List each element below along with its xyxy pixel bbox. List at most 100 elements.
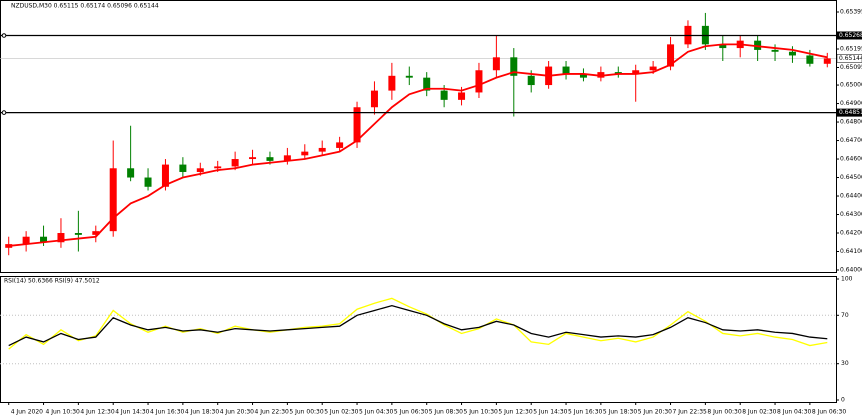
- y-tick-label: 0.65195: [840, 45, 862, 52]
- x-tick-label: 7 Jun 22:35: [673, 409, 707, 416]
- rsi-line: [8, 304, 828, 347]
- price-tag: [836, 54, 862, 63]
- candle-body: [231, 159, 239, 167]
- x-tick-label: 4 Jun 18:30: [185, 409, 219, 416]
- candle-body: [336, 142, 344, 148]
- x-tick-label: 5 Jun 02:30: [324, 409, 358, 416]
- candle-body: [632, 70, 640, 74]
- y-tick-label: 100: [841, 276, 853, 283]
- rsi-line: [8, 297, 828, 350]
- candle-body: [196, 168, 204, 172]
- x-tick-label: 4 Jun 14:30: [115, 409, 149, 416]
- y-tick-label: 30: [841, 360, 849, 367]
- x-tick-label: 4 Jun 12:30: [80, 409, 114, 416]
- candle-body: [475, 70, 483, 93]
- candle-body: [562, 66, 570, 74]
- x-tick-label: 4 Jun 2020: [11, 409, 43, 416]
- x-tick-label: 5 Jun 00:30: [289, 409, 323, 416]
- x-tick-label: 4 Jun 20:30: [220, 409, 254, 416]
- x-tick-label: 5 Jun 14:30: [533, 409, 567, 416]
- candle-body: [249, 157, 257, 160]
- candle-body: [510, 57, 518, 76]
- candle-body: [92, 231, 100, 235]
- x-tick-label: 4 Jun 22:30: [255, 409, 289, 416]
- candle-body: [649, 66, 657, 71]
- candle-body: [754, 40, 762, 50]
- candle-body: [719, 44, 727, 49]
- y-tick-label: 0: [841, 397, 845, 404]
- price-panel: [0, 0, 837, 273]
- price-tag-label: 0.65144: [839, 55, 862, 62]
- candle-body: [57, 233, 65, 243]
- x-tick-label: 5 Jun 12:30: [498, 409, 532, 416]
- candle-body: [458, 92, 466, 100]
- candle-body: [179, 164, 187, 172]
- candle-body: [266, 157, 274, 161]
- candle-body: [667, 44, 675, 67]
- candle-body: [214, 166, 222, 169]
- candle-body: [823, 58, 831, 64]
- candle-body: [144, 177, 152, 187]
- x-tick-label: 8 Jun 02:30: [742, 409, 776, 416]
- price-tag-label: 0.65268: [839, 32, 862, 39]
- line-anchor: [1, 33, 7, 38]
- x-tick-label: 5 Jun 10:30: [464, 409, 498, 416]
- price-tag-label: 0.64851: [839, 109, 862, 116]
- candle-body: [405, 75, 413, 78]
- candle-body: [388, 75, 396, 91]
- candle-body: [597, 72, 605, 78]
- x-tick-label: 5 Jun 04:30: [359, 409, 393, 416]
- x-tick-label: 4 Jun 10:30: [46, 409, 80, 416]
- candle-body: [440, 90, 448, 100]
- rsi-panel: [0, 276, 837, 403]
- candle-body: [109, 168, 117, 232]
- line-anchor: [1, 110, 7, 115]
- candle-body: [527, 75, 535, 86]
- chart-title: NZDUSD,M30 0.65115 0.65174 0.65096 0.651…: [11, 3, 159, 10]
- x-tick-label: 5 Jun 20:30: [638, 409, 672, 416]
- candle-body: [283, 155, 291, 161]
- x-tick-label: 8 Jun 04:30: [777, 409, 811, 416]
- candle-body: [161, 164, 169, 187]
- x-tick-label: 8 Jun 06:30: [812, 409, 846, 416]
- candle-body: [22, 236, 30, 245]
- candle-body: [353, 107, 361, 143]
- x-tick-label: 5 Jun 08:30: [429, 409, 463, 416]
- y-tick-label: 0.65395: [840, 9, 862, 16]
- candle-body: [301, 151, 309, 156]
- candle-body: [771, 49, 779, 52]
- x-tick-label: 5 Jun 16:30: [568, 409, 602, 416]
- moving-average: [8, 43, 828, 247]
- candle-body: [40, 236, 48, 243]
- x-tick-label: 8 Jun 00:30: [707, 409, 741, 416]
- candle-body: [788, 51, 796, 56]
- price-tag: [837, 31, 862, 40]
- price-tag: [837, 108, 862, 117]
- y-tick-label: 0.65095: [840, 64, 862, 71]
- y-tick-label: 0.64000: [840, 267, 862, 274]
- candle-body: [370, 90, 378, 108]
- y-tick-label: 70: [841, 312, 849, 319]
- x-tick-label: 5 Jun 06:30: [394, 409, 428, 416]
- candle-body: [806, 55, 814, 64]
- candle-body: [74, 233, 82, 235]
- rsi-title: RSI(14) 50.6366 RSI(9) 47.5012: [4, 278, 100, 285]
- candle-body: [614, 72, 622, 74]
- x-tick-label: 4 Jun 16:30: [150, 409, 184, 416]
- candle-body: [127, 168, 135, 178]
- candle-body: [5, 244, 13, 248]
- candle-body: [579, 73, 587, 78]
- candle-body: [492, 57, 500, 71]
- candle-body: [423, 77, 431, 91]
